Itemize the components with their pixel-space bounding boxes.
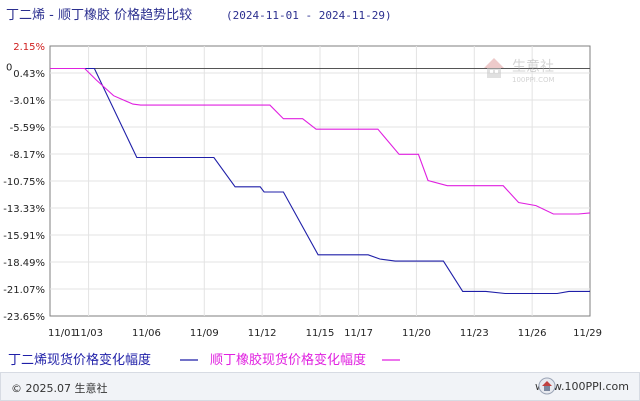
x-tick-label: 11/26 xyxy=(518,328,547,339)
legend: 丁二烯现货价格变化幅度 顺丁橡胶现货价格变化幅度 xyxy=(8,352,400,368)
y-tick-label: -8.17% xyxy=(10,150,45,161)
series-line-butadiene xyxy=(50,67,590,295)
chart-subtitle: (2024-11-01 - 2024-11-29) xyxy=(226,9,392,22)
y-tick-label: -23.65% xyxy=(3,312,45,323)
brand-logo-icon xyxy=(538,377,556,395)
y-tick-label: -15.91% xyxy=(3,231,45,242)
legend-label-butadiene: 丁二烯现货价格变化幅度 xyxy=(8,352,151,368)
x-tick-label: 11/17 xyxy=(344,328,373,339)
watermark-url: 100PPI.COM xyxy=(512,76,555,84)
x-tick-label: 11/29 xyxy=(573,328,602,339)
x-tick-label: 11/09 xyxy=(190,328,219,339)
y-tick-label: -13.33% xyxy=(3,204,45,215)
zero-line-label: 0 xyxy=(6,63,12,74)
watermark-text: 生意社 xyxy=(512,58,554,75)
x-tick-label: 11/03 xyxy=(74,328,103,339)
y-tick-label: -18.49% xyxy=(3,258,45,269)
footer-bar: © 2025.07 生意社 www.100PPI.com xyxy=(0,372,640,401)
y-tick-label: 2.15% xyxy=(13,42,45,53)
x-tick-label: 11/06 xyxy=(132,328,161,339)
y-tick-label: -21.07% xyxy=(3,285,45,296)
chart-title: 丁二烯 - 顺丁橡胶 价格趋势比较 xyxy=(6,7,192,23)
watermark-logo: 生意社 100PPI.COM xyxy=(484,58,555,84)
x-tick-label: 11/23 xyxy=(460,328,489,339)
y-tick-label: -3.01% xyxy=(10,96,45,107)
series-line-rubber xyxy=(50,67,591,215)
series-lines xyxy=(50,67,591,295)
x-tick-label: 11/01 xyxy=(48,328,77,339)
x-tick-label: 11/20 xyxy=(402,328,431,339)
x-tick-label: 11/15 xyxy=(306,328,335,339)
y-tick-label: -10.75% xyxy=(3,177,45,188)
y-axis-ticks: 2.15% 0.43% -3.01% -5.59% -8.17% -10.75% -13.3… xyxy=(3,42,45,323)
footer-site-link[interactable]: www.100PPI.com xyxy=(535,380,629,393)
legend-label-rubber: 顺丁橡胶现货价格变化幅度 xyxy=(210,352,366,368)
y-tick-label: -5.59% xyxy=(10,123,45,134)
x-tick-label: 11/12 xyxy=(248,328,277,339)
y-tick-label: 0.43% xyxy=(13,69,45,80)
footer-copyright: © 2025.07 生意社 xyxy=(11,382,108,395)
